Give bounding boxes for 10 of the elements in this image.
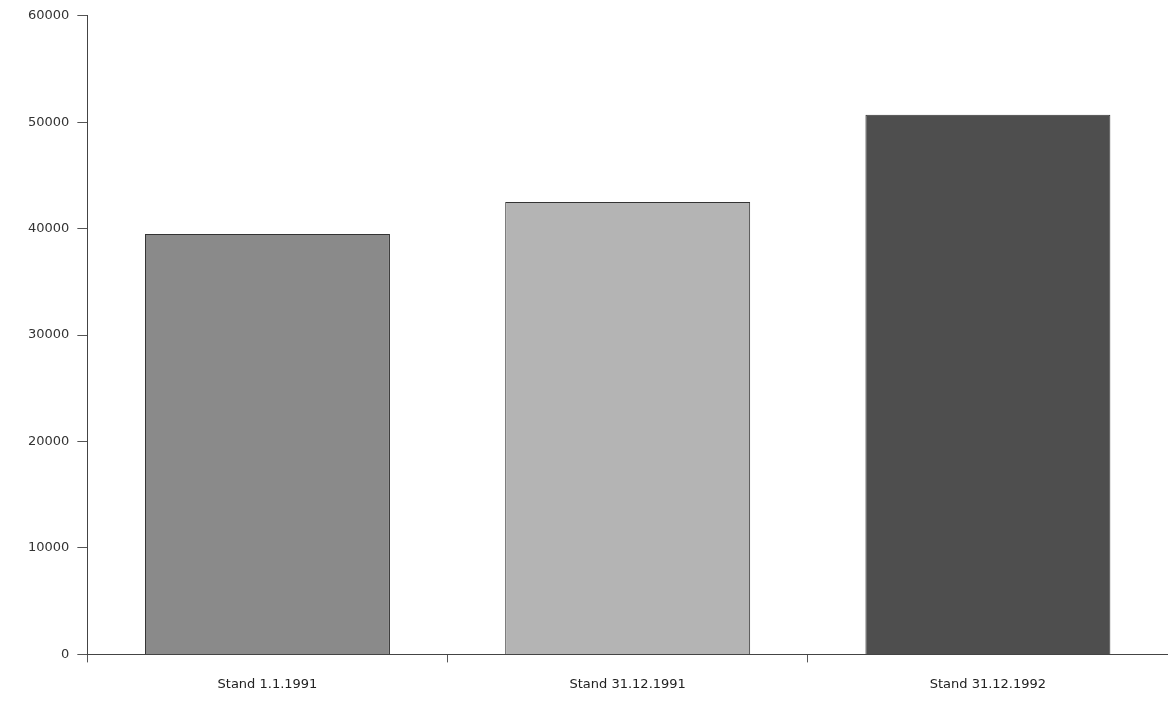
x-tick-label: Stand 1.1.1991 (217, 675, 318, 691)
y-tick-label: 10000 (28, 539, 70, 555)
y-tick-label: 20000 (28, 432, 70, 448)
x-tick-label: Stand 31.12.1992 (929, 675, 1047, 691)
y-tick-label: 0 (61, 645, 70, 661)
y-tick-label: 30000 (28, 326, 70, 342)
y-tick-label: 40000 (28, 220, 70, 236)
x-tick-label: Stand 31.12.1991 (569, 675, 686, 691)
y-tick-label: 50000 (28, 113, 70, 129)
y-tick-label: 60000 (28, 7, 70, 23)
